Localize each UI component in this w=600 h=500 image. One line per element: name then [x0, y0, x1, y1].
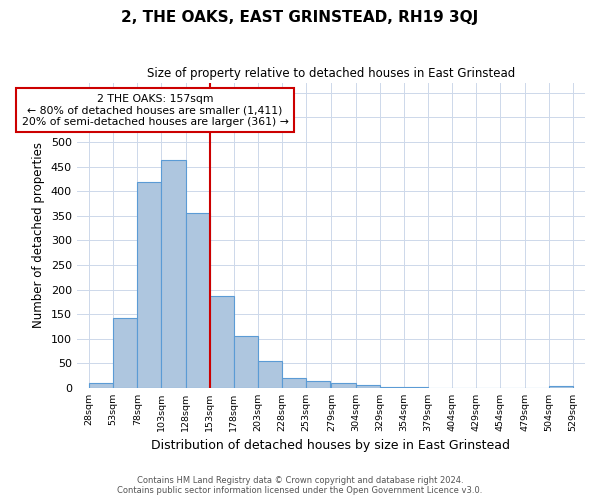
- Text: 2, THE OAKS, EAST GRINSTEAD, RH19 3QJ: 2, THE OAKS, EAST GRINSTEAD, RH19 3QJ: [121, 10, 479, 25]
- X-axis label: Distribution of detached houses by size in East Grinstead: Distribution of detached houses by size …: [151, 440, 511, 452]
- Bar: [209, 296, 234, 388]
- Bar: [137, 182, 161, 388]
- Bar: [380, 387, 404, 388]
- Title: Size of property relative to detached houses in East Grinstead: Size of property relative to detached ho…: [147, 68, 515, 80]
- Y-axis label: Number of detached properties: Number of detached properties: [32, 142, 45, 328]
- Bar: [306, 380, 331, 388]
- Bar: [282, 378, 306, 388]
- Text: Contains HM Land Registry data © Crown copyright and database right 2024.
Contai: Contains HM Land Registry data © Crown c…: [118, 476, 482, 495]
- Bar: [234, 336, 258, 388]
- Bar: [331, 383, 356, 388]
- Bar: [258, 361, 282, 388]
- Bar: [161, 160, 185, 388]
- Bar: [113, 318, 137, 388]
- Bar: [185, 214, 209, 388]
- Bar: [549, 386, 573, 388]
- Bar: [89, 383, 113, 388]
- Text: 2 THE OAKS: 157sqm
← 80% of detached houses are smaller (1,411)
20% of semi-deta: 2 THE OAKS: 157sqm ← 80% of detached hou…: [22, 94, 289, 126]
- Bar: [356, 386, 380, 388]
